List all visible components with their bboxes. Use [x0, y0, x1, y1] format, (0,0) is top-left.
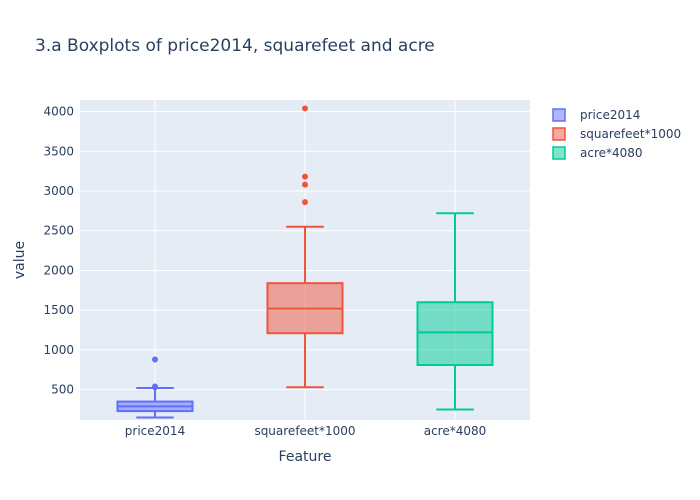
legend-label: squarefeet*1000 [580, 127, 681, 141]
y-tick-label: 2000 [43, 263, 74, 277]
box-squarefeet-1000 [266, 105, 344, 389]
x-axis-title: Feature [279, 449, 332, 465]
legend-swatch [552, 127, 566, 141]
legend-item: acre*4080 [552, 146, 643, 160]
y-tick-label: 4000 [43, 105, 74, 119]
legend-swatch [552, 146, 566, 160]
y-tick-label: 1500 [43, 303, 74, 317]
x-axis-ticks: price2014 squarefeet*1000 acre*4080 [125, 424, 486, 438]
y-tick-label: 1000 [43, 343, 74, 357]
x-tick-label: price2014 [125, 424, 185, 438]
box-acre-4080 [416, 212, 494, 411]
legend-swatch [552, 108, 566, 122]
outlier-point [302, 199, 308, 206]
x-tick-label: squarefeet*1000 [254, 424, 355, 438]
legend-label: price2014 [580, 108, 640, 122]
chart-title: 3.a Boxplots of price2014, squarefeet an… [35, 36, 435, 56]
y-tick-label: 500 [51, 383, 74, 397]
y-axis-ticks: 500 1000 1500 2000 2500 3000 3500 4000 [43, 105, 74, 397]
box-price2014 [116, 356, 194, 419]
legend: price2014 squarefeet*1000 acre*4080 [552, 108, 681, 160]
outlier-point [302, 181, 308, 188]
x-tick-label: acre*4080 [424, 424, 487, 438]
legend-item: squarefeet*1000 [552, 127, 681, 141]
y-tick-label: 3500 [43, 144, 74, 158]
legend-label: acre*4080 [580, 146, 643, 160]
outlier-point [152, 356, 158, 363]
outlier-point [302, 105, 308, 112]
iqr-box [416, 301, 494, 367]
y-axis-title: value [12, 241, 28, 279]
y-tick-label: 3000 [43, 184, 74, 198]
outlier-point [302, 173, 308, 180]
y-tick-label: 2500 [43, 224, 74, 238]
box-series [116, 105, 494, 419]
outlier-point [152, 384, 158, 391]
legend-item: price2014 [552, 108, 640, 122]
